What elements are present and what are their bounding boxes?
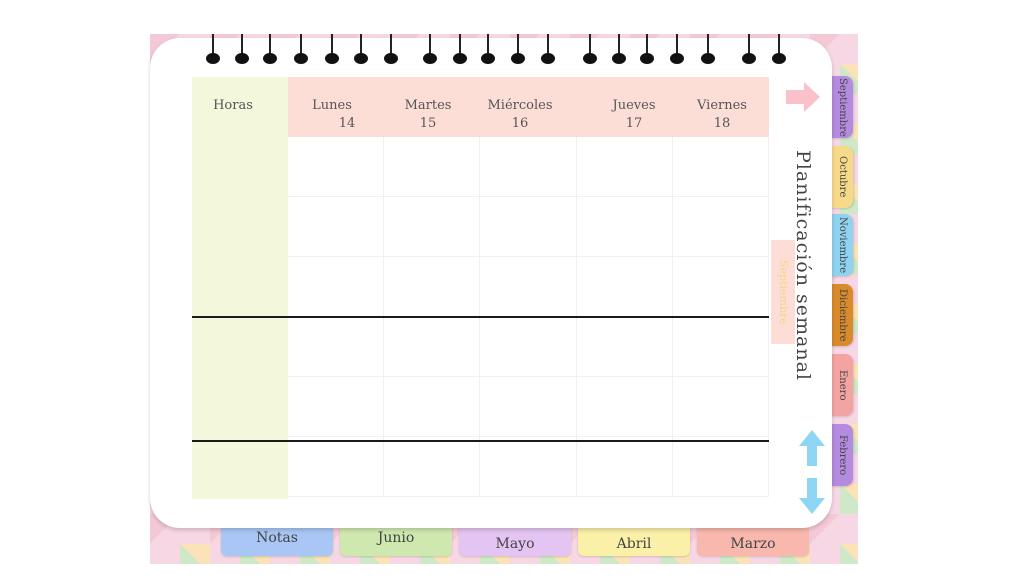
tab-mayo[interactable]: Mayo: [459, 524, 571, 556]
tab-marzo[interactable]: Marzo: [697, 524, 809, 556]
day-header-martes: Martes 15: [388, 98, 468, 131]
ring-icon: [354, 34, 368, 64]
day-date: 14: [338, 116, 356, 131]
grid-cell[interactable]: [672, 137, 769, 197]
grid-cell[interactable]: [480, 257, 577, 317]
tab-label: Enero: [837, 369, 848, 401]
grid-cell[interactable]: [288, 437, 385, 497]
divider-line: [192, 440, 769, 442]
month-badge: Septiembre: [771, 240, 795, 344]
grid-cell[interactable]: [576, 437, 673, 497]
grid-cell[interactable]: [384, 137, 481, 197]
arrow-down-icon[interactable]: [797, 476, 827, 516]
tab-label: Notas: [256, 530, 298, 546]
ring-icon: [325, 34, 339, 64]
ring-icon: [742, 34, 756, 64]
page-title: Planificación semanal: [792, 150, 814, 381]
day-name: Lunes: [312, 98, 352, 113]
day-name: Viernes: [697, 98, 747, 113]
ring-icon: [772, 34, 786, 64]
tab-label: Abril: [616, 536, 652, 552]
hours-label: Horas: [213, 98, 253, 113]
day-header-lunes: Lunes 14: [292, 98, 372, 131]
tab-label: Noviembre: [837, 216, 848, 274]
tab-label: Octubre: [837, 156, 848, 198]
ring-icon: [511, 34, 525, 64]
ring-icon: [235, 34, 249, 64]
grid-cell[interactable]: [576, 257, 673, 317]
day-date: 17: [625, 116, 643, 131]
ring-icon: [294, 34, 308, 64]
grid-cell[interactable]: [384, 197, 481, 257]
day-date: 18: [713, 116, 731, 131]
tab-label: Marzo: [730, 536, 776, 552]
arrow-up-icon[interactable]: [797, 428, 827, 468]
grid-cell[interactable]: [384, 317, 481, 377]
day-header-jueves: Jueves 17: [594, 98, 674, 131]
ring-icon: [541, 34, 555, 64]
day-name: Martes: [404, 98, 452, 113]
tab-diciembre[interactable]: Diciembre: [831, 284, 853, 346]
tab-septiembre[interactable]: Septiembre: [831, 76, 853, 138]
grid-cell[interactable]: [288, 317, 385, 377]
hours-column: [192, 77, 288, 499]
grid-cell[interactable]: [480, 137, 577, 197]
grid-cell[interactable]: [672, 197, 769, 257]
ring-icon: [701, 34, 715, 64]
grid-cell[interactable]: [288, 197, 385, 257]
tab-abril[interactable]: Abril: [578, 524, 690, 556]
tab-noviembre[interactable]: Noviembre: [831, 214, 853, 276]
tab-label: Febrero: [837, 434, 848, 476]
tab-label: Diciembre: [837, 288, 848, 342]
ring-icon: [453, 34, 467, 64]
weekly-grid: Horas Lunes 14 Martes 15 Miércoles 16 Ju…: [192, 77, 769, 499]
ring-icon: [263, 34, 277, 64]
grid-cell[interactable]: [480, 317, 577, 377]
ring-icon: [481, 34, 495, 64]
ring-icon: [423, 34, 437, 64]
tab-febrero[interactable]: Febrero: [831, 424, 853, 486]
day-date: 16: [511, 116, 529, 131]
grid-cell[interactable]: [288, 137, 385, 197]
day-date: 15: [419, 116, 437, 131]
grid-cell[interactable]: [384, 437, 481, 497]
ring-icon: [670, 34, 684, 64]
day-name: Miércoles: [487, 98, 553, 113]
hours-header: Horas: [192, 98, 274, 113]
grid-cell[interactable]: [288, 257, 385, 317]
grid-cell[interactable]: [576, 137, 673, 197]
grid-cell[interactable]: [576, 377, 673, 437]
ring-icon: [206, 34, 220, 64]
grid-cell[interactable]: [384, 257, 481, 317]
divider-line: [192, 316, 769, 318]
tab-junio[interactable]: Junio: [340, 524, 452, 556]
day-name: Jueves: [612, 98, 656, 113]
arrow-right-icon[interactable]: [784, 80, 822, 114]
ring-icon: [640, 34, 654, 64]
tab-label: Mayo: [495, 536, 535, 552]
day-header-viernes: Viernes 18: [682, 98, 762, 131]
grid-cell[interactable]: [672, 257, 769, 317]
grid-cell[interactable]: [480, 197, 577, 257]
grid-cell[interactable]: [576, 197, 673, 257]
ring-icon: [384, 34, 398, 64]
tab-label: Septiembre: [837, 77, 848, 137]
grid-cell[interactable]: [288, 377, 385, 437]
ring-icon: [612, 34, 626, 64]
grid-cell[interactable]: [480, 437, 577, 497]
ring-icon: [583, 34, 597, 64]
tab-label: Junio: [377, 530, 415, 546]
grid-cell[interactable]: [672, 437, 769, 497]
grid-cell[interactable]: [672, 317, 769, 377]
tab-octubre[interactable]: Octubre: [831, 146, 853, 208]
days-header: [288, 77, 769, 137]
grid-cell[interactable]: [480, 377, 577, 437]
grid-cell[interactable]: [384, 377, 481, 437]
day-header-miercoles: Miércoles 16: [476, 98, 564, 131]
tab-notas[interactable]: Notas: [221, 524, 333, 556]
grid-cell[interactable]: [672, 377, 769, 437]
tab-enero[interactable]: Enero: [831, 354, 853, 416]
grid-cell[interactable]: [576, 317, 673, 377]
